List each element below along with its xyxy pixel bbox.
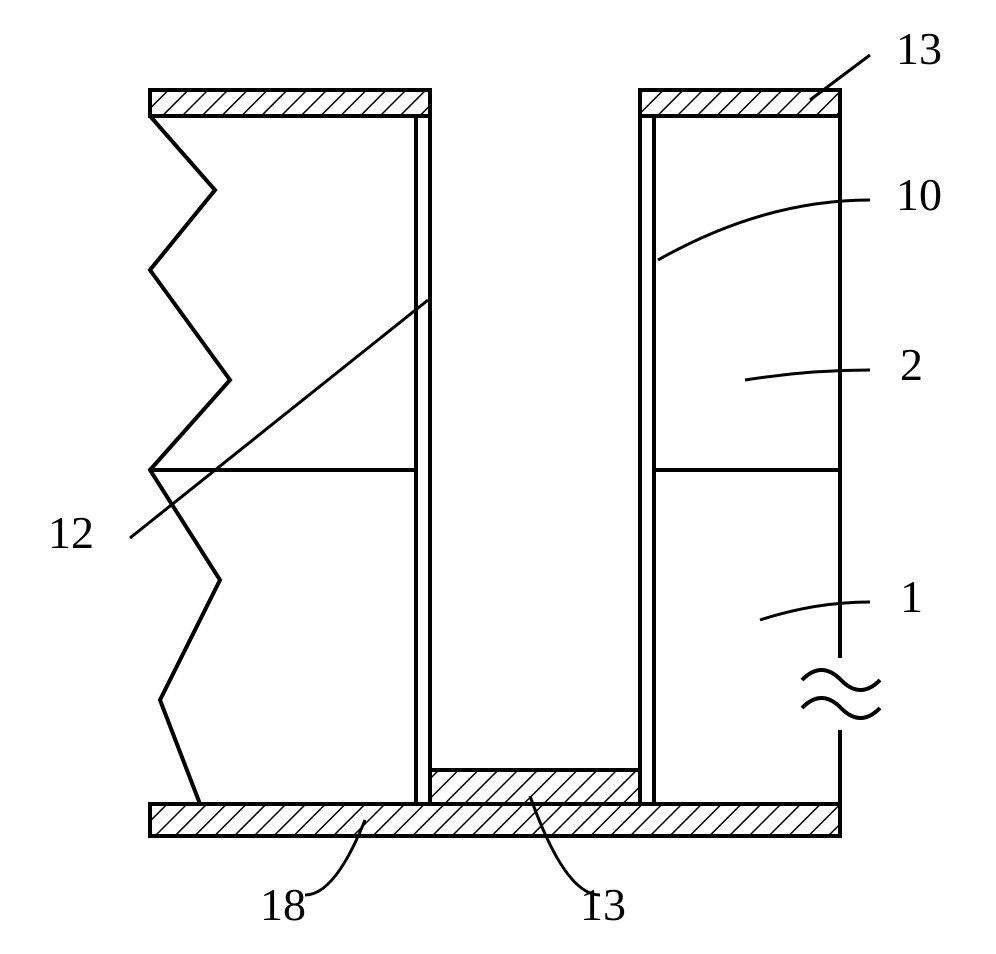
label-1: 1 <box>900 571 923 622</box>
label-2: 2 <box>900 339 923 390</box>
label-13-bottom: 13 <box>580 879 626 930</box>
base-layer-18 <box>150 804 840 836</box>
label-18: 18 <box>260 879 306 930</box>
label-13-top: 13 <box>896 23 942 74</box>
label-12: 12 <box>48 507 94 558</box>
layer-1-region <box>654 470 840 804</box>
label-10: 10 <box>896 169 942 220</box>
trench-region <box>430 116 640 770</box>
leader-12 <box>130 300 428 538</box>
layer-2-region <box>654 116 840 470</box>
